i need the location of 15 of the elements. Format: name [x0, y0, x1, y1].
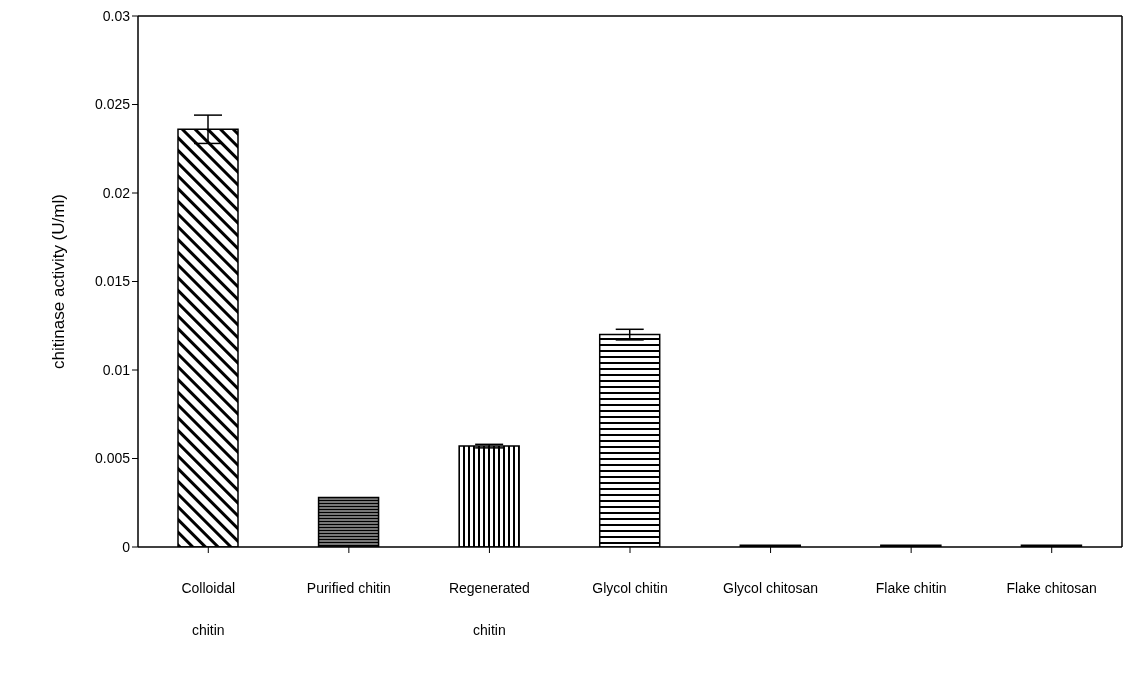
y-tick-label: 0.025 — [94, 96, 131, 113]
y-tick-label: 0 — [122, 538, 131, 555]
y-tick-label: 0.015 — [94, 273, 131, 290]
y-tick-label: 0.03 — [102, 7, 131, 24]
y-tick-label: 0.02 — [102, 184, 131, 201]
y-tick-label: 0.01 — [102, 361, 131, 378]
category-label: Colloidal chitin — [181, 580, 236, 638]
x-tick-label: Flake chitosan — [1006, 580, 1097, 596]
x-tick-label: Glycol chitin — [592, 580, 668, 596]
y-tick-label: 0.005 — [94, 450, 131, 467]
x-tick-label: Flake chitin — [875, 580, 947, 596]
x-tick-label: Glycol chitosan — [723, 580, 819, 596]
x-tick-label: Purified chitin — [306, 580, 391, 596]
category-label: Regenerated chitin — [448, 580, 530, 638]
y-axis-title: chitinase activity (U/ml) — [49, 194, 69, 369]
